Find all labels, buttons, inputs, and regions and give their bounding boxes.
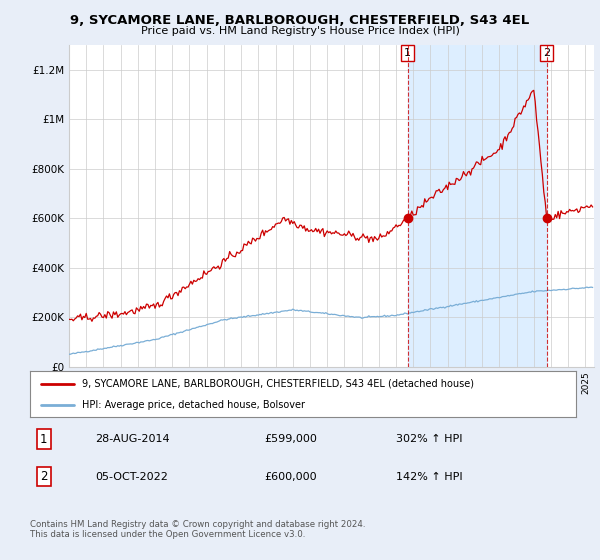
Text: 9, SYCAMORE LANE, BARLBOROUGH, CHESTERFIELD, S43 4EL: 9, SYCAMORE LANE, BARLBOROUGH, CHESTERFI… xyxy=(70,14,530,27)
Bar xyxy=(407,45,547,367)
Text: 2: 2 xyxy=(40,470,47,483)
Text: £600,000: £600,000 xyxy=(265,472,317,482)
Text: Contains HM Land Registry data © Crown copyright and database right 2024.
This d: Contains HM Land Registry data © Crown c… xyxy=(30,520,365,539)
Text: 2: 2 xyxy=(543,48,550,58)
Text: 1: 1 xyxy=(40,432,47,446)
Text: 142% ↑ HPI: 142% ↑ HPI xyxy=(396,472,463,482)
Text: 05-OCT-2022: 05-OCT-2022 xyxy=(95,472,169,482)
Text: 302% ↑ HPI: 302% ↑ HPI xyxy=(396,434,463,444)
Text: HPI: Average price, detached house, Bolsover: HPI: Average price, detached house, Bols… xyxy=(82,400,305,410)
Text: 28-AUG-2014: 28-AUG-2014 xyxy=(95,434,170,444)
Text: £599,000: £599,000 xyxy=(265,434,317,444)
Text: Price paid vs. HM Land Registry's House Price Index (HPI): Price paid vs. HM Land Registry's House … xyxy=(140,26,460,36)
Text: 9, SYCAMORE LANE, BARLBOROUGH, CHESTERFIELD, S43 4EL (detached house): 9, SYCAMORE LANE, BARLBOROUGH, CHESTERFI… xyxy=(82,379,474,389)
Text: 1: 1 xyxy=(404,48,411,58)
